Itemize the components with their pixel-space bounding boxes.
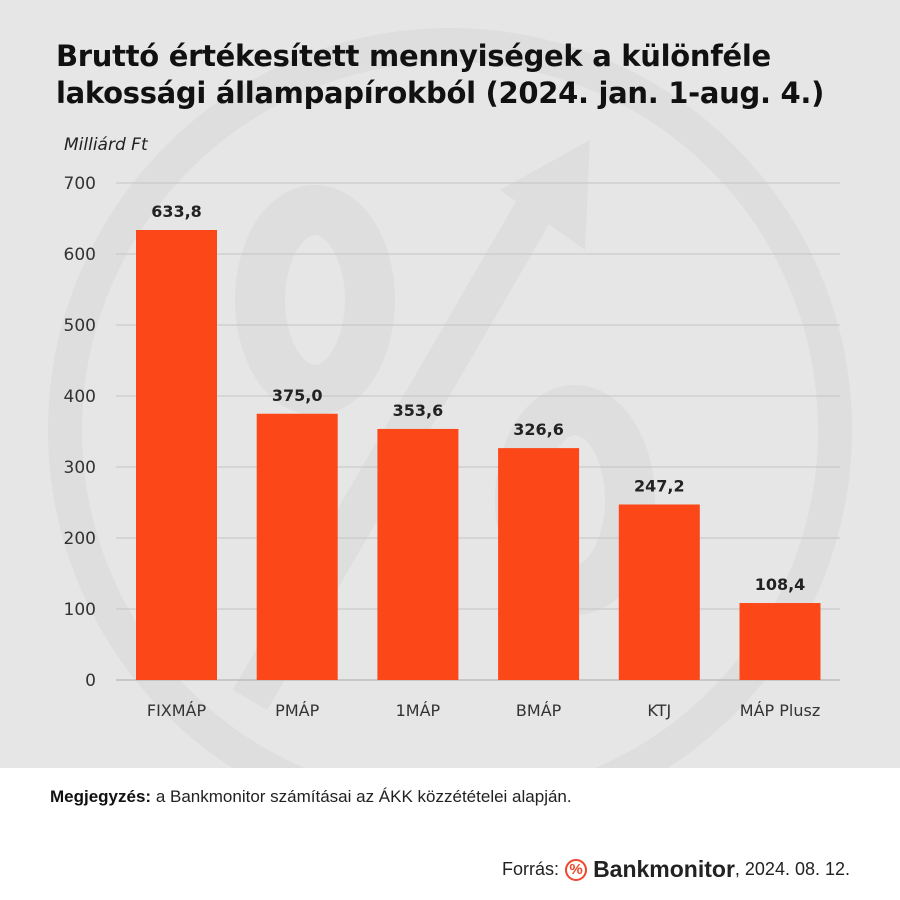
bar-chart: 0 100 200 300 400 500 600 700 633,8 FIXMÁP 375,0 PM… xyxy=(64,174,840,720)
chart-title: Bruttó értékesített mennyiségek a különf… xyxy=(56,39,825,110)
y-axis-unit: Milliárd Ft xyxy=(64,135,148,155)
data-label: 633,8 xyxy=(151,202,202,221)
y-tick-label: 0 xyxy=(85,671,96,691)
bar xyxy=(498,448,580,680)
bar xyxy=(256,413,338,680)
x-tick-label: KTJ xyxy=(647,701,671,720)
source-date: , 2024. 08. 12. xyxy=(734,859,850,879)
data-label: 108,4 xyxy=(755,575,806,594)
data-label: 353,6 xyxy=(393,401,444,420)
y-tick-label: 400 xyxy=(64,387,96,407)
note-text: a Bankmonitor számításai az ÁKK közzétét… xyxy=(155,787,572,806)
x-tick-label: PMÁP xyxy=(275,701,319,720)
source-label: Forrás: xyxy=(502,859,560,879)
y-tick-label: 600 xyxy=(64,245,96,265)
chart-panel: Bruttó értékesített mennyiségek a különf… xyxy=(0,0,900,768)
y-tick-label: 100 xyxy=(64,600,96,620)
bar xyxy=(136,230,217,680)
brand-name: Bankmonitor xyxy=(593,856,735,882)
y-tick-label: 200 xyxy=(64,529,96,549)
x-tick-label: MÁP Plusz xyxy=(740,701,820,720)
x-tick-label: BMÁP xyxy=(516,701,562,720)
bar xyxy=(377,428,459,680)
x-tick-label: 1MÁP xyxy=(396,701,441,720)
percent-logo-icon: % xyxy=(565,858,588,881)
data-label: 326,6 xyxy=(513,420,564,439)
note-label: Megjegyzés: xyxy=(50,787,152,806)
y-tick-label: 300 xyxy=(64,458,96,478)
y-tick-label: 500 xyxy=(64,316,96,336)
source: Forrás: % Bankmonitor , 2024. 08. 12. xyxy=(502,856,850,883)
footnote: Megjegyzés: a Bankmonitor számításai az … xyxy=(50,787,572,807)
x-tick-label: FIXMÁP xyxy=(147,701,207,720)
data-label: 375,0 xyxy=(272,386,323,405)
data-label: 247,2 xyxy=(634,476,685,495)
bar xyxy=(618,504,700,680)
bar xyxy=(739,603,821,680)
y-tick-label: 700 xyxy=(64,174,96,194)
